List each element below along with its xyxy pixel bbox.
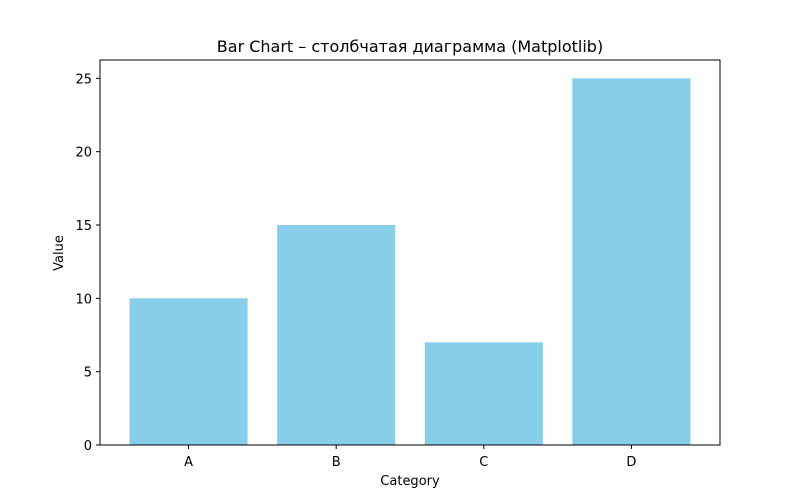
y-tick-label: 0 xyxy=(84,439,92,454)
bars-group xyxy=(129,78,691,445)
x-tick-label: B xyxy=(332,455,341,470)
x-axis-label: Category xyxy=(380,474,440,489)
y-axis-ticks: 0 5 10 15 20 25 xyxy=(75,72,100,454)
plot-frame xyxy=(99,59,721,446)
y-axis-label: Value xyxy=(52,235,67,271)
x-tick-label: C xyxy=(479,455,488,470)
y-tick-label: 15 xyxy=(75,219,92,234)
bar-c xyxy=(424,342,543,445)
y-tick-label: 25 xyxy=(75,72,92,87)
x-tick-label: A xyxy=(184,455,193,470)
x-axis-ticks: A B C D xyxy=(184,445,636,470)
x-tick-label: D xyxy=(626,455,636,470)
y-tick-label: 10 xyxy=(75,292,92,307)
y-tick-label: 20 xyxy=(75,146,92,161)
bar-d xyxy=(572,78,691,445)
bar-a xyxy=(129,298,248,445)
chart-title: Bar Chart – столбчатая диаграмма (Matplo… xyxy=(217,37,603,56)
y-tick-label: 5 xyxy=(84,366,92,381)
bar-b xyxy=(277,225,396,445)
